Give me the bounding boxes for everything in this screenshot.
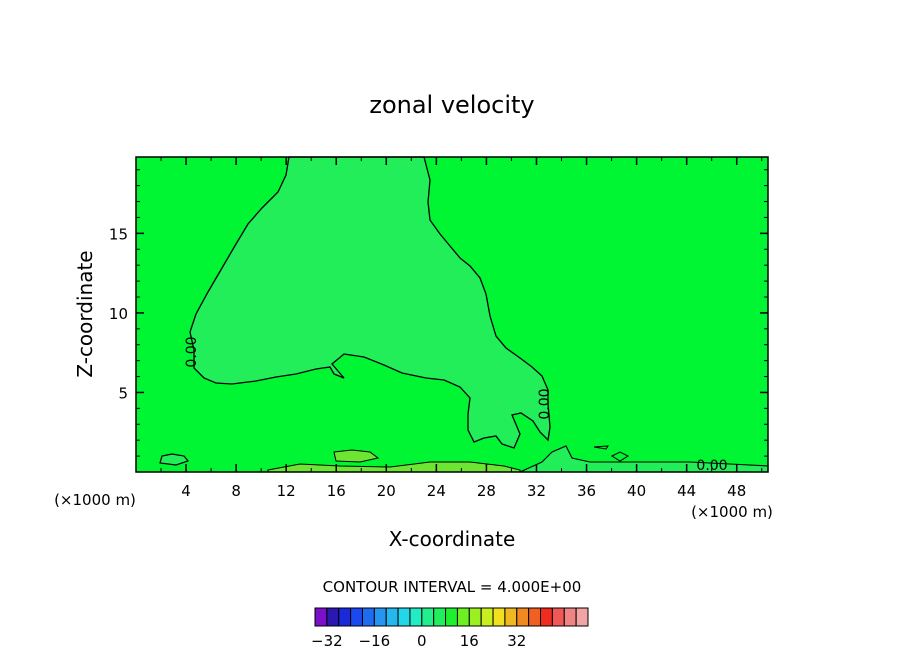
x-unit-label-left: (×1000 m) [54, 491, 136, 509]
chart-title: zonal velocity [369, 91, 534, 119]
x-tick-label: 12 [277, 482, 296, 500]
y-tick-label: 10 [109, 305, 128, 323]
contour-interval-text: CONTOUR INTERVAL = 4.000E+00 [323, 578, 582, 596]
colorbar-swatch [551, 607, 565, 627]
colorbar-swatch [397, 607, 411, 627]
colorbar-swatch [468, 607, 482, 627]
x-tick-label: 4 [181, 482, 191, 500]
colorbar-swatch [504, 607, 518, 627]
x-tick-label: 40 [627, 482, 646, 500]
colorbar-swatch [516, 607, 530, 627]
negative-velocity-region [189, 156, 551, 449]
colorbar-swatch [540, 607, 553, 627]
colorbar-tick-labels: −32 −16 0 16 32 [311, 632, 526, 650]
x-tick-label: 8 [231, 482, 241, 500]
contour-label-bottom: 0.00 [696, 458, 727, 474]
x-axis-ticks: 4 8 12 16 20 24 28 32 36 40 44 48 [160, 157, 763, 500]
colorbar-swatch [338, 607, 352, 627]
colorbar-swatch [528, 607, 542, 627]
x-tick-label: 20 [377, 482, 396, 500]
colorbar-swatch [409, 607, 423, 627]
colorbar-swatch [385, 607, 399, 627]
colorbar-swatch [421, 607, 435, 627]
colorbar-swatch [314, 607, 328, 627]
colorbar-label: −32 [311, 632, 343, 650]
colorbar-swatch [433, 607, 447, 627]
x-tick-label: 24 [427, 482, 446, 500]
colorbar-swatch [563, 607, 577, 627]
colorbar-swatch [456, 607, 470, 627]
colorbar-swatch [445, 607, 458, 627]
colorbar-swatch [492, 607, 506, 627]
surface-contour-mid [333, 449, 380, 463]
colorbar-swatch [575, 607, 589, 627]
x-tick-label: 16 [327, 482, 346, 500]
y-axis-ticks: 5 10 15 [109, 169, 768, 457]
colorbar-swatch [326, 607, 340, 627]
colorbar-label: −16 [359, 632, 391, 650]
y-tick-label: 15 [109, 225, 128, 243]
contour-label-right: 0.00 [537, 388, 553, 419]
x-tick-label: 44 [677, 482, 696, 500]
colorbar-swatch [480, 607, 494, 627]
surface-contour-left [159, 453, 190, 466]
colorbar-swatch [350, 607, 363, 627]
colorbar-label: 32 [507, 632, 526, 650]
colorbar-swatch [373, 607, 387, 627]
colorbar [314, 607, 589, 627]
plot-frame [135, 156, 769, 473]
y-tick-label: 5 [118, 384, 128, 402]
x-tick-label: 32 [527, 482, 546, 500]
colorbar-label: 16 [460, 632, 479, 650]
small-cell-2 [593, 445, 609, 450]
x-tick-label: 36 [577, 482, 596, 500]
contour-label-left: 0.00 [184, 336, 200, 367]
y-axis-title: Z-coordinate [73, 250, 97, 377]
x-tick-label: 28 [477, 482, 496, 500]
x-unit-label-right: (×1000 m) [691, 503, 773, 521]
colorbar-swatch [361, 607, 375, 627]
x-axis-title: X-coordinate [389, 527, 516, 551]
colorbar-label: 0 [417, 632, 427, 650]
small-cell-1 [610, 451, 630, 462]
x-tick-label: 48 [727, 482, 746, 500]
